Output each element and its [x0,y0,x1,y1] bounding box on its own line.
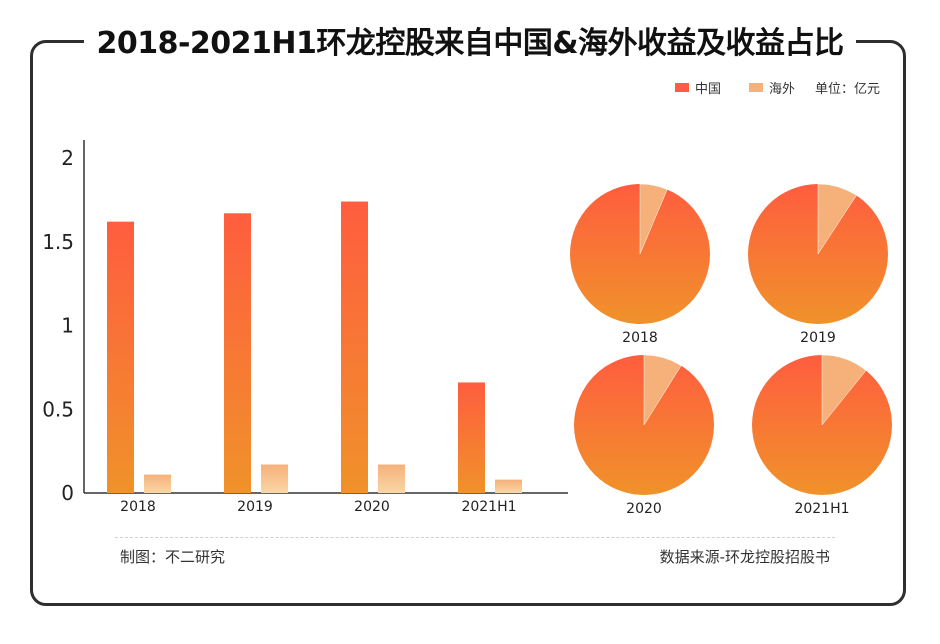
y-tick-label: 1.5 [42,230,74,254]
unit-label: 单位：亿元 [814,82,880,97]
chart-title: 2018-2021H1环龙控股来自中国&海外收益及收益占比 [84,18,856,62]
legend-swatch-overseas [748,83,763,92]
y-tick-label: 1 [61,314,74,338]
pie-slice-overseas-2021H1 [821,354,867,426]
bar-china-2018 [107,221,134,493]
x-tick-label: 2018 [120,499,156,515]
bar-china-2021H1 [458,382,485,493]
chart-credit: 制图：不二研究 [120,548,226,566]
pie-label: 2020 [626,501,662,517]
legend-label-overseas: 海外 [768,82,795,97]
bar-overseas-2020 [378,464,405,493]
pie-slice-overseas-2018 [639,183,668,255]
y-tick-label: 0 [61,481,74,505]
footer-divider [115,537,835,538]
pie-label: 2019 [800,330,836,346]
bar-china-2019 [224,213,251,493]
y-tick-label: 0.5 [42,397,74,421]
legend-label-china: 中国 [694,82,721,97]
chart-title-container: 2018-2021H1环龙控股来自中国&海外收益及收益占比 [0,18,940,62]
x-tick-label: 2021H1 [461,499,516,515]
legend-swatch-china [674,83,689,92]
pie-label: 2018 [622,330,658,346]
x-tick-label: 2019 [237,499,273,515]
legend: 中国 海外 单位：亿元 [674,78,880,97]
data-source: 数据来源-环龙控股招股书 [659,548,830,566]
pie-slice-overseas-2019 [817,183,857,255]
bar-overseas-2019 [261,464,288,493]
bar-overseas-2021H1 [495,479,522,493]
y-tick-label: 2 [61,146,74,170]
pie-label: 2021H1 [794,501,849,517]
pie-slice-overseas-2020 [643,354,682,426]
bar-china-2020 [341,201,368,494]
x-tick-label: 2020 [354,499,390,515]
bar-overseas-2018 [144,474,171,493]
